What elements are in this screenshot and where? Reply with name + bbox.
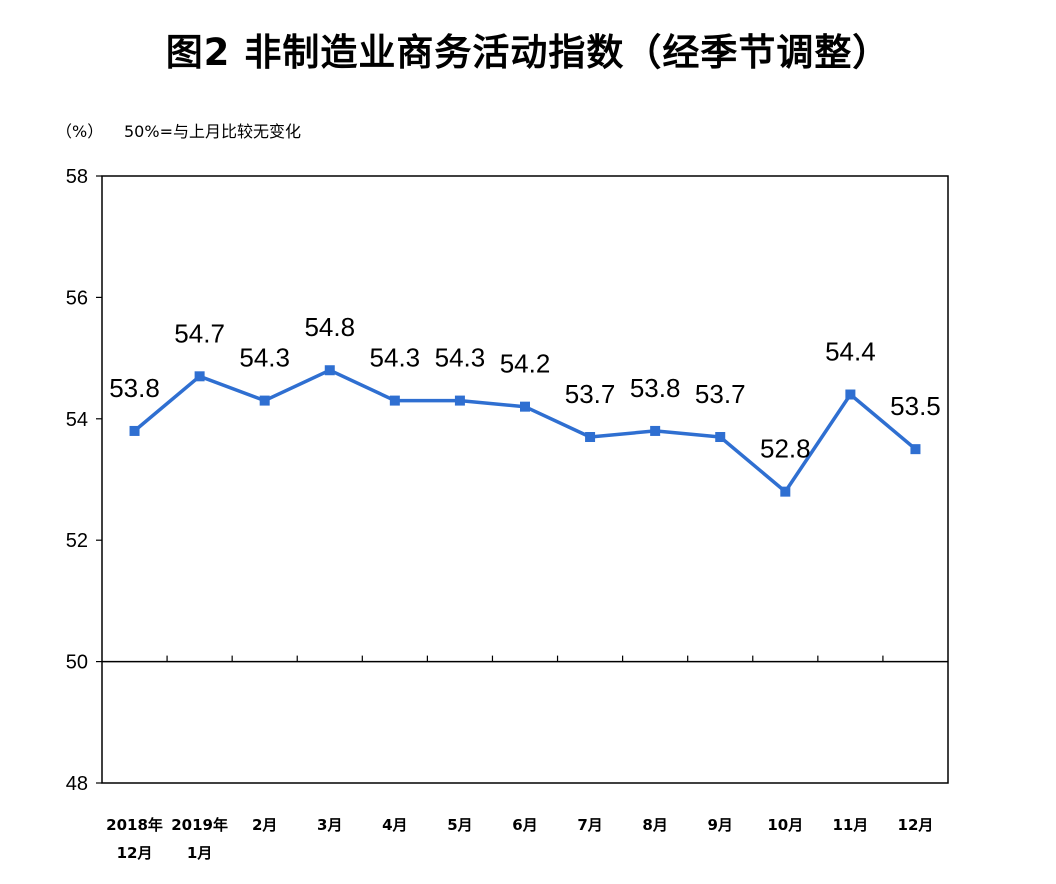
x-category-label: 4月: [382, 816, 407, 834]
y-tick-label: 54: [66, 409, 88, 431]
x-category-label: 12月: [898, 816, 934, 834]
data-point-marker: [324, 365, 335, 376]
data-point-marker: [389, 395, 400, 406]
x-category-label: 2月: [252, 816, 277, 834]
x-category-label: 5月: [447, 816, 472, 834]
data-label: 54.3: [239, 343, 290, 373]
x-category-label: 12月: [117, 844, 153, 862]
y-tick-label: 58: [66, 166, 88, 188]
data-label: 53.8: [630, 373, 681, 403]
data-point-marker: [194, 371, 205, 382]
x-category-label: 10月: [767, 816, 803, 834]
x-category-label: 8月: [642, 816, 667, 834]
data-label: 54.4: [825, 337, 876, 367]
reference-note: 50%=与上月比较无变化: [124, 122, 301, 141]
data-point-marker: [845, 389, 856, 400]
data-point-marker: [454, 395, 465, 406]
plot-frame: [101, 175, 949, 784]
data-point-marker: [910, 444, 921, 455]
data-label: 52.8: [760, 434, 811, 464]
data-point-marker: [715, 432, 726, 443]
x-category-label: 7月: [577, 816, 602, 834]
x-category-label: 2019年: [171, 816, 228, 834]
data-point-marker: [780, 486, 791, 497]
y-tick-label: 48: [66, 773, 88, 795]
data-point-marker: [259, 395, 270, 406]
series-line: [133, 368, 917, 494]
y-axis-unit-label: （%）: [56, 122, 104, 141]
data-point-marker: [585, 432, 596, 443]
x-category-label: 9月: [708, 816, 733, 834]
x-category-label: 1月: [187, 844, 212, 862]
x-category-label: 2018年: [106, 816, 163, 834]
data-label: 54.8: [304, 312, 355, 342]
y-tick-label: 56: [66, 287, 88, 309]
x-category-label: 11月: [832, 816, 868, 834]
data-point-marker: [129, 425, 140, 436]
x-category-label: 6月: [512, 816, 537, 834]
data-label: 53.7: [695, 379, 746, 409]
x-category-label: 3月: [317, 816, 342, 834]
data-point-marker: [520, 401, 530, 412]
data-label: 54.3: [435, 343, 486, 373]
data-point-marker: [650, 425, 661, 436]
data-label: 54.7: [174, 318, 225, 348]
data-label: 53.8: [109, 373, 160, 403]
y-tick-label: 50: [66, 652, 88, 674]
data-label: 53.5: [890, 391, 941, 421]
data-label: 54.3: [370, 343, 421, 373]
data-label: 54.2: [500, 349, 551, 379]
data-label: 53.7: [565, 379, 616, 409]
chart-title: 图2 非制造业商务活动指数（经季节调整）: [165, 31, 891, 74]
y-tick-label: 52: [66, 530, 88, 552]
